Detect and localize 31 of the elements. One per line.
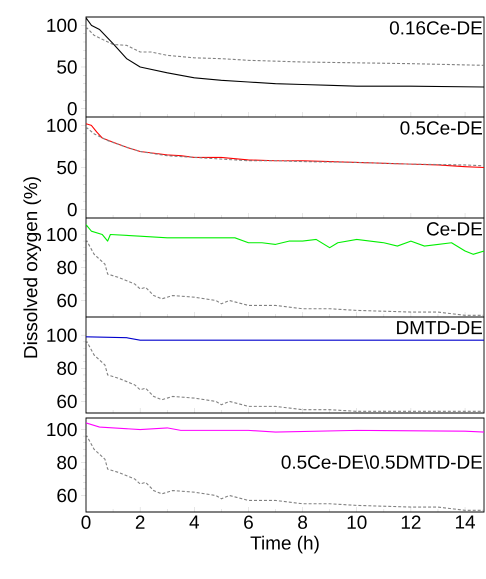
- x-tick-label: 2: [136, 516, 144, 529]
- y-tick-label: 60: [57, 294, 77, 308]
- y-tick-label: 100: [47, 228, 77, 242]
- line-series: [86, 422, 484, 433]
- y-tick-label: 50: [57, 160, 77, 174]
- y-tick-label: 0: [68, 202, 77, 216]
- x-tick-label: 0: [81, 516, 91, 529]
- y-tick-label: 60: [57, 488, 77, 502]
- y-tick-label: 100: [47, 328, 77, 342]
- y-tick-label: 80: [57, 260, 77, 274]
- y-tick-label: 60: [57, 394, 77, 408]
- x-tick-label: 8: [298, 516, 308, 529]
- series-label: 0.5Ce-DE\0.5DMTD-DE: [282, 454, 482, 469]
- series-label: 0.5Ce-DE: [400, 121, 482, 135]
- y-axis-title: Dissolved oxygen (%): [23, 177, 42, 358]
- x-tick-label: 6: [244, 516, 253, 529]
- y-tick-label: 80: [57, 456, 77, 470]
- y-tick-label: 100: [47, 118, 77, 132]
- y-tick-label: 0: [68, 102, 77, 116]
- y-tick-label: 50: [57, 60, 77, 74]
- series-label: Ce-DE: [426, 222, 482, 236]
- x-tick-label: 12: [402, 516, 420, 529]
- text: 0.16Ce-DE: [390, 21, 482, 35]
- series-label: DMTD-DE: [397, 321, 482, 334]
- x-tick-label: 10: [348, 516, 367, 529]
- y-tick-label: 80: [57, 362, 77, 376]
- y-tick-label: 100: [47, 18, 77, 32]
- x-tick-label: 14: [456, 516, 476, 529]
- x-axis-title: Time (h): [250, 536, 319, 554]
- y-tick-label: 100: [47, 422, 77, 436]
- x-tick-label: 4: [189, 516, 200, 529]
